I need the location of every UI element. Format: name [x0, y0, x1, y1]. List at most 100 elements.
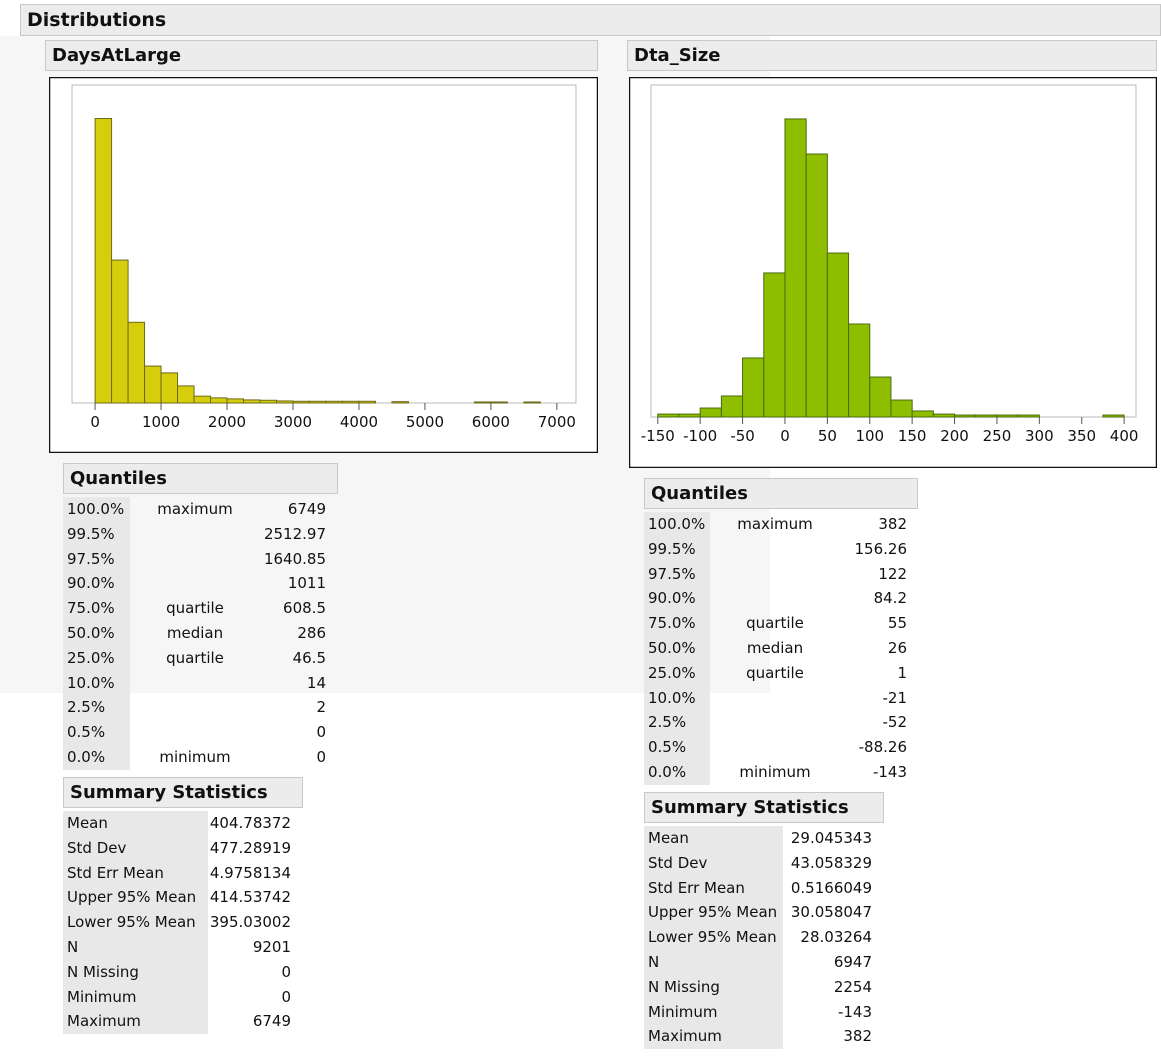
stat-name: Std Dev [67, 838, 127, 857]
stat-value: 414.53742 [209, 888, 291, 907]
bar [358, 400, 376, 404]
bar [742, 357, 765, 418]
summary-header: Summary Statistics [644, 792, 884, 823]
quantile-value: 0 [316, 723, 326, 742]
label-column [63, 497, 130, 770]
quantile-percent: 97.5% [67, 549, 115, 568]
stat-name: Upper 95% Mean [67, 888, 197, 907]
bar [391, 401, 409, 404]
bar [144, 365, 162, 404]
stat-value: 0.5166049 [790, 878, 872, 897]
stat-name: Lower 95% Mean [648, 928, 777, 947]
stat-value: 477.28919 [209, 838, 291, 857]
bar [243, 399, 261, 404]
x-tick-label: 250 [983, 427, 1012, 445]
chart-title: DaysAtLarge [45, 40, 598, 71]
quantile-percent: 10.0% [67, 673, 115, 692]
quantile-label: quartile [166, 648, 224, 667]
quantile-value: -52 [882, 713, 908, 732]
bar [473, 401, 492, 404]
stat-value: 0 [281, 987, 291, 1006]
bar [890, 399, 913, 418]
bar [308, 400, 327, 404]
quantile-value: 608.5 [283, 599, 326, 618]
bar [523, 401, 541, 404]
bar [869, 376, 892, 418]
quantile-label: maximum [157, 500, 233, 518]
histogram: 0 1000 2000 3000 4000 5000 6000 7000 [49, 77, 598, 453]
quantile-value: 1011 [287, 574, 326, 593]
stat-name: Std Dev [648, 853, 708, 872]
bar [325, 400, 343, 404]
bar [160, 372, 179, 404]
bar [94, 118, 113, 404]
bar [1017, 414, 1040, 418]
x-tick-label: 0 [780, 427, 790, 445]
quantile-percent: 0.5% [67, 723, 106, 742]
stat-name: N Missing [648, 977, 720, 996]
x-tick-label: 1000 [142, 413, 180, 431]
bar [720, 395, 744, 418]
quantile-label: quartile [166, 599, 224, 618]
x-tick-label: 5000 [406, 413, 444, 431]
quantile-percent: 50.0% [67, 624, 115, 642]
stat-name: Minimum [648, 1002, 718, 1021]
quantile-label: maximum [737, 515, 813, 533]
bar [1102, 414, 1125, 418]
quantile-value: 26 [887, 639, 907, 657]
x-tick-label: 150 [898, 427, 927, 445]
bar [975, 414, 998, 418]
quantile-value: 1640.85 [263, 549, 326, 568]
quantile-percent: 0.5% [648, 738, 687, 757]
stat-name: Std Err Mean [648, 878, 745, 897]
quantile-value: 122 [878, 564, 907, 583]
x-tick-label: -150 [641, 427, 675, 445]
quantile-value: 84.2 [873, 589, 907, 608]
plot-area [71, 84, 577, 404]
x-tick-label: 6000 [472, 413, 510, 431]
stat-value: 0 [281, 962, 291, 981]
outline-title[interactable]: Distributions [20, 4, 1161, 36]
bar [996, 414, 1019, 418]
bar [699, 407, 722, 418]
quantile-value: -21 [882, 688, 908, 707]
bar [276, 400, 294, 404]
stat-name: Minimum [67, 987, 137, 1006]
quantile-percent: 0.0% [648, 763, 687, 781]
quantile-value: 2512.97 [263, 524, 326, 543]
summary-header: Summary Statistics [63, 777, 303, 808]
quantile-percent: 100.0% [67, 500, 125, 518]
stat-value: 2254 [833, 977, 872, 996]
chart-title: Dta_Size [627, 40, 1157, 71]
x-tick-label: 350 [1067, 427, 1096, 445]
bar [490, 401, 508, 404]
quantile-value: -143 [872, 763, 907, 781]
bar [657, 413, 680, 418]
quantile-value: 1 [897, 663, 907, 682]
quantile-label: quartile [746, 614, 804, 633]
quantile-label: quartile [746, 663, 804, 682]
quantile-percent: 90.0% [648, 589, 696, 608]
histogram: -150 -100 -50 0 50 100 150 200 250 300 350 400 [629, 77, 1157, 468]
quantile-percent: 97.5% [648, 564, 696, 583]
stat-name: Upper 95% Mean [648, 903, 778, 922]
label-column [644, 512, 710, 785]
quantile-percent: 0.0% [67, 748, 106, 766]
label-column [63, 811, 208, 1035]
label-column [644, 826, 783, 1050]
bar [226, 398, 245, 404]
stat-value: 43.058329 [790, 853, 872, 872]
quantile-percent: 75.0% [67, 599, 115, 618]
quantile-label: minimum [739, 763, 811, 781]
stat-name: Lower 95% Mean [67, 913, 196, 932]
stat-value: 382 [843, 1027, 872, 1046]
bar [954, 414, 977, 418]
x-tick-label: 2000 [208, 413, 246, 431]
x-tick-label: 50 [818, 427, 837, 445]
x-tick-label: 3000 [274, 413, 312, 431]
stat-value: 6947 [833, 953, 872, 971]
bar [292, 400, 310, 404]
stat-name: Mean [648, 829, 689, 847]
quantiles-header: Quantiles [63, 463, 338, 494]
quantile-value: 46.5 [292, 648, 326, 667]
